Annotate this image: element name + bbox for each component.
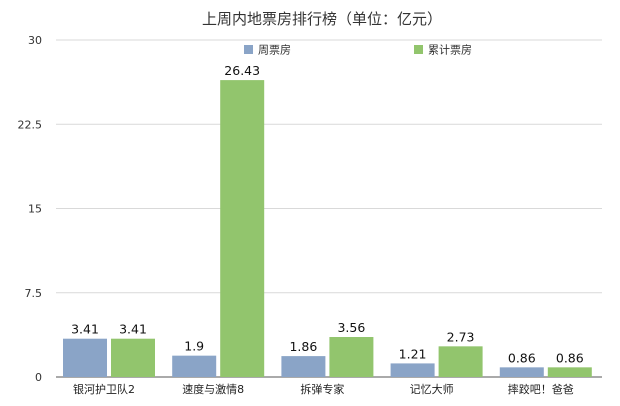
y-tick-label: 22.5 [18,118,43,131]
y-tick-label: 0 [35,371,42,384]
x-tick-label: 摔跤吧！爸爸 [508,382,574,396]
bar-cumulative [220,80,265,377]
data-label: 1.9 [184,339,204,354]
bar-weekly [390,363,435,377]
x-tick-label: 银河护卫队2 [73,382,135,396]
bar-weekly [499,367,544,377]
y-tick-label: 7.5 [25,287,43,300]
y-tick-label: 30 [28,34,42,47]
bar-cumulative [547,367,592,377]
chart-title: 上周内地票房排行榜（单位：亿元） [202,10,442,28]
data-label: 26.43 [224,63,260,78]
legend: 周票房 累计票房 [244,44,472,57]
bar-cumulative [438,346,483,377]
x-tick-label: 记忆大师 [410,382,454,396]
x-tick-label: 速度与激情8 [182,382,244,396]
bar-layer [63,80,592,377]
legend-swatch [414,45,423,54]
grid-layer: 0 7.5 15 22.5 30 [18,34,602,384]
bar-cumulative [329,337,374,377]
legend-label: 周票房 [258,44,291,57]
data-label: 0.86 [508,350,536,365]
data-label: 1.21 [399,346,427,361]
bar-cumulative [111,338,155,377]
legend-swatch [244,45,253,54]
y-tick-label: 15 [28,203,42,216]
bar-weekly [172,355,217,377]
bar-weekly [63,338,107,377]
data-label: 1.86 [289,339,317,354]
bar-weekly [281,356,326,377]
x-tick-label: 拆弹专家 [300,382,344,396]
data-label: 0.86 [556,350,584,365]
data-label: 3.41 [71,322,99,337]
data-label: 3.41 [119,322,147,337]
legend-label: 累计票房 [428,44,472,57]
data-label: 3.56 [337,320,365,335]
label-layer: 3.41 3.41 银河护卫队2 1.9 26.43 速度与激情8 1.86 3.56 拆弹专家… [71,63,584,396]
data-label: 2.73 [447,329,475,344]
